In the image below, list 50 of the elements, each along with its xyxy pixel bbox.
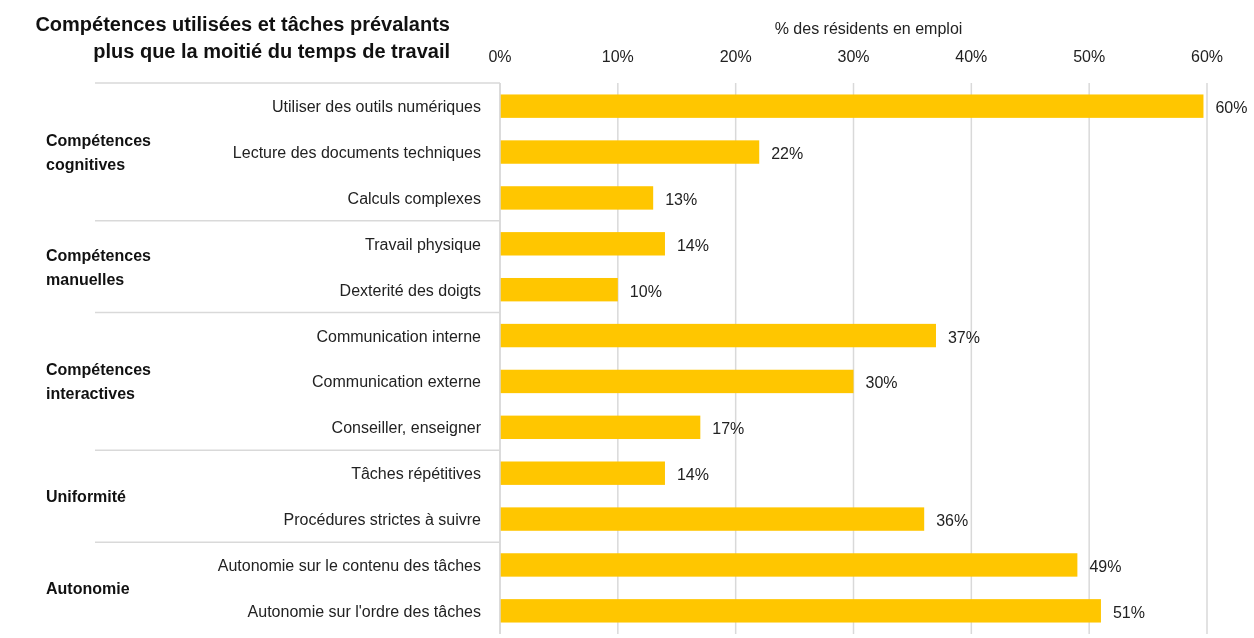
bar	[500, 369, 854, 394]
y-tick-label: Lecture des documents techniques	[232, 144, 481, 162]
bar	[500, 186, 654, 210]
text: Compétences utilisées et tâches prévalants plus que la moitié du temps de travail	[35, 13, 450, 62]
bar	[500, 232, 665, 256]
data-label: 30%	[865, 374, 898, 392]
y-tick-label: Travail physique	[365, 235, 482, 253]
x-tick-label: 0%	[488, 48, 512, 65]
bar	[500, 461, 665, 485]
bar	[500, 323, 936, 348]
bar	[500, 553, 1078, 577]
y-tick-label: Calculs complexes	[347, 189, 481, 207]
data-label: 36%	[936, 512, 969, 530]
text: Uniformité	[46, 488, 127, 506]
data-label: 51%	[1112, 603, 1145, 621]
x-tick-label: 20%	[719, 48, 752, 65]
x-tick-label: 30%	[837, 48, 870, 65]
data-label: 14%	[676, 236, 709, 254]
bar	[500, 140, 760, 164]
x-tick-label: 40%	[955, 48, 988, 65]
y-tick-label: Autonomie sur le contenu des tâches	[217, 556, 481, 574]
text: Compétences cognitives	[46, 131, 152, 173]
data-label: 60%	[1215, 99, 1248, 117]
data-label: 10%	[629, 282, 662, 300]
y-tick-label: Procédures strictes à suivre	[283, 511, 482, 529]
data-label: 13%	[665, 190, 698, 208]
bar	[500, 94, 1204, 118]
y-tick-label: Communication externe	[312, 373, 482, 391]
data-label: 37%	[947, 328, 981, 346]
x-axis-title: % des résidents en emploi	[774, 20, 963, 37]
y-tick-label: Dexterité des doigts	[339, 281, 481, 299]
y-tick-label: Utiliser des outils numériques	[272, 98, 481, 116]
bar	[500, 599, 1101, 623]
y-tick-label: Communication interne	[316, 327, 482, 345]
x-tick-label: 60%	[1190, 48, 1224, 65]
data-label: 22%	[771, 145, 804, 163]
text: Autonomie	[46, 580, 130, 598]
y-tick-label: Conseiller, enseigner	[331, 419, 482, 437]
bar	[500, 277, 618, 302]
data-label: 17%	[712, 420, 745, 438]
x-tick-label: 50%	[1073, 48, 1106, 65]
y-tick-label: Autonomie sur l'ordre des tâches	[247, 602, 481, 620]
text: Compétences interactives	[46, 361, 152, 403]
text: Compétences manuelles	[46, 246, 152, 288]
bar	[500, 415, 701, 440]
data-label: 49%	[1089, 557, 1122, 575]
data-label: 14%	[676, 466, 709, 484]
x-tick-label: 10%	[601, 48, 634, 65]
y-tick-label: Tâches répétitives	[351, 465, 481, 483]
bar	[500, 507, 925, 531]
